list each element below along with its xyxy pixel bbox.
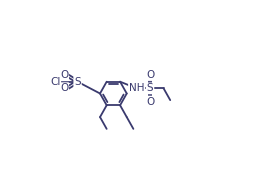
Text: O: O	[146, 70, 154, 80]
Text: S: S	[147, 83, 153, 93]
Text: O: O	[60, 70, 68, 80]
Text: O: O	[60, 83, 68, 93]
Text: O: O	[146, 97, 154, 107]
Text: S: S	[74, 77, 81, 87]
Text: Cl: Cl	[50, 77, 60, 87]
Text: NH: NH	[129, 83, 145, 93]
